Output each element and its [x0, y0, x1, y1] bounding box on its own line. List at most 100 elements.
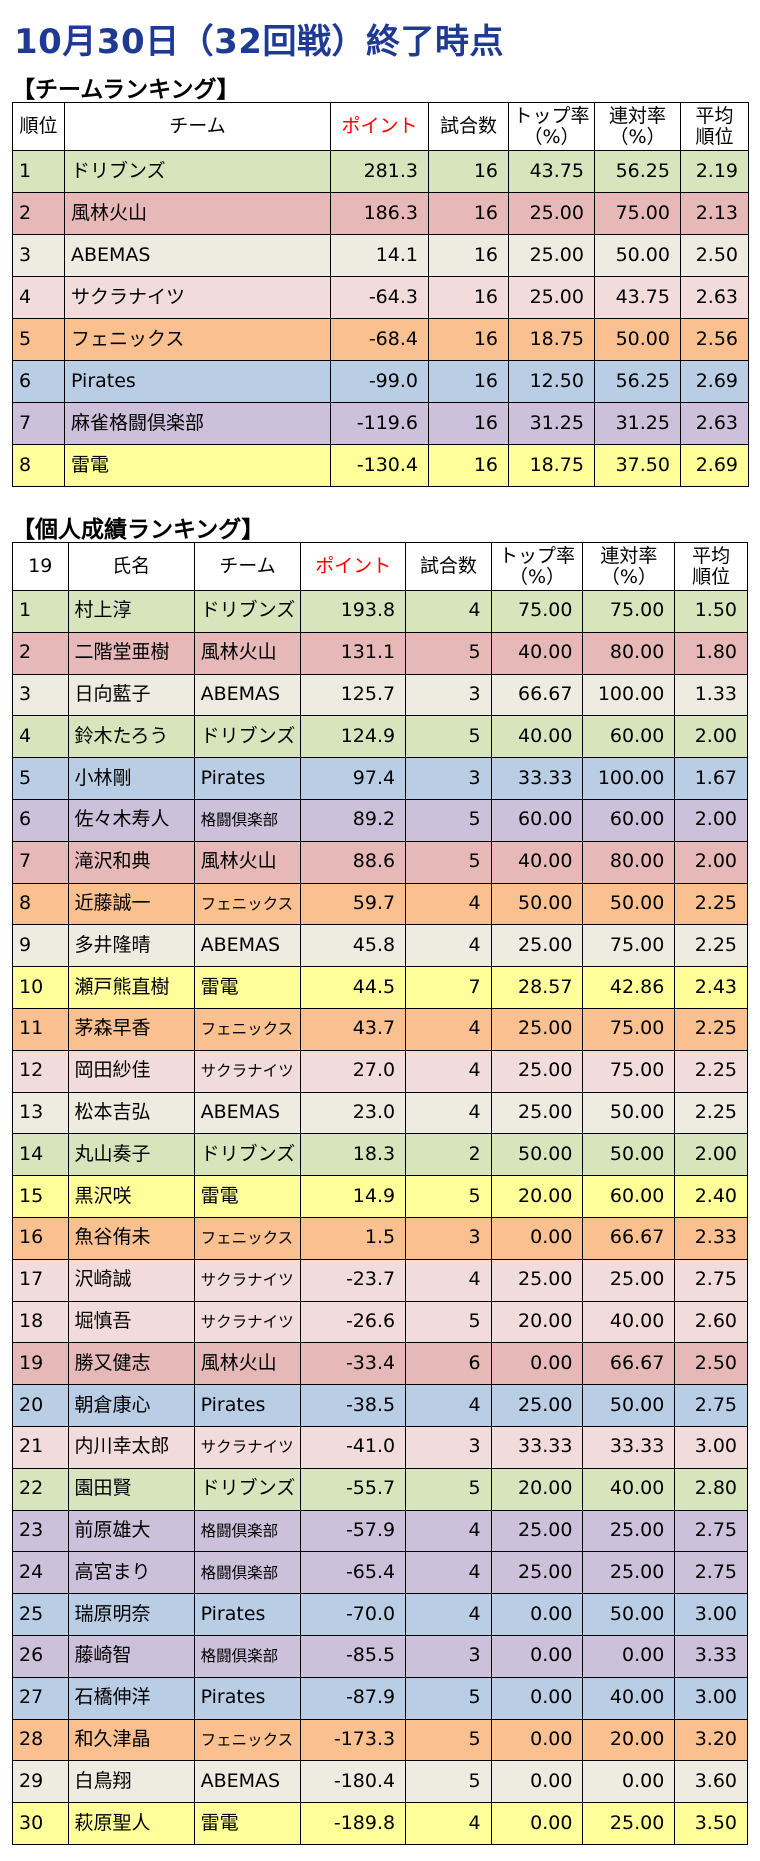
- player-row: 15 黒沢咲 雷電 14.9 5 20.00 60.00 2.40: [12, 1175, 748, 1218]
- avg-rank-cell: 2.25: [674, 1007, 748, 1051]
- games-cell: 4: [405, 1509, 492, 1553]
- player-name-cell: 瀬戸熊直樹: [67, 966, 195, 1009]
- team-name-cell: ドリブンズ: [64, 150, 331, 193]
- top-rate-cell: 25.00: [508, 234, 595, 277]
- player-row: 19 勝又健志 風林火山 -33.4 6 0.00 66.67 2.50: [12, 1342, 748, 1386]
- player-row: 12 岡田紗佳 サクラナイツ 27.0 4 25.00 75.00 2.25: [12, 1049, 748, 1093]
- player-row: 16 魚谷侑未 フェニックス 1.5 3 0.00 66.67 2.33: [12, 1216, 748, 1260]
- games-cell: 7: [405, 966, 492, 1009]
- team-name-cell: 風林火山: [193, 840, 302, 884]
- points-cell: -87.9: [300, 1676, 407, 1720]
- player-row: 25 瑞原明奈 Pirates -70.0 4 0.00 50.00 3.00: [12, 1593, 748, 1636]
- team-name-cell: ABEMAS: [193, 673, 302, 717]
- rentai-rate-cell: 60.00: [582, 1175, 676, 1218]
- games-cell: 6: [405, 1342, 492, 1386]
- games-cell: 5: [405, 840, 492, 884]
- rentai-rate-cell: 50.00: [594, 318, 681, 361]
- top-rate-cell: 40.00: [490, 631, 584, 675]
- player-row: 9 多井隆晴 ABEMAS 45.8 4 25.00 75.00 2.25: [12, 924, 748, 968]
- avg-rank-cell: 2.25: [674, 1091, 748, 1135]
- team-section-heading: 【チームランキング】: [12, 77, 240, 103]
- top-rate-cell: 20.00: [490, 1175, 584, 1218]
- player-row: 14 丸山奏子 ドリブンズ 18.3 2 50.00 50.00 2.00: [12, 1133, 748, 1177]
- rentai-rate-cell: 80.00: [582, 631, 676, 675]
- top-rate-cell: 25.00: [490, 924, 584, 968]
- team-name-cell: 風林火山: [64, 192, 331, 235]
- points-cell: -85.5: [300, 1634, 407, 1678]
- player-row: 20 朝倉康心 Pirates -38.5 4 25.00 50.00 2.75: [12, 1384, 748, 1427]
- player-row: 30 萩原聖人 雷電 -189.8 4 0.00 25.00 3.50: [12, 1802, 748, 1845]
- rank-cell: 3: [12, 234, 65, 277]
- player-row: 6 佐々木寿人 格闘倶楽部 89.2 5 60.00 60.00 2.00: [12, 798, 748, 842]
- avg-rank-cell: 3.50: [674, 1802, 748, 1845]
- rentai-rate-cell: 75.00: [582, 590, 676, 633]
- player-name-cell: 鈴木たろう: [67, 715, 195, 759]
- rentai-rate-cell: 31.25: [594, 402, 681, 445]
- rentai-rate-cell: 75.00: [594, 192, 681, 235]
- avg-rank-cell: 2.43: [674, 966, 748, 1009]
- rentai-rate-cell: 100.00: [582, 673, 676, 717]
- header-points: ポイント: [330, 102, 429, 151]
- avg-rank-cell: 3.00: [674, 1676, 748, 1720]
- points-cell: -57.9: [300, 1509, 407, 1553]
- rentai-rate-cell: 50.00: [582, 1133, 676, 1177]
- player-name-cell: 萩原聖人: [67, 1802, 195, 1845]
- header-name: 氏名: [67, 542, 195, 591]
- individual-ranking-table: 19 氏名 チーム ポイント 試合数 トップ率 （%） 連対率 （%） 平均 順位 1…: [12, 542, 748, 1845]
- rank-cell: 4: [12, 715, 69, 759]
- avg-rank-cell: 2.60: [674, 1300, 748, 1344]
- games-cell: 5: [405, 1676, 492, 1720]
- top-rate-cell: 40.00: [490, 840, 584, 884]
- rank-cell: 3: [12, 673, 69, 717]
- team-name-cell: フェニックス: [193, 882, 302, 926]
- top-rate-cell: 25.00: [490, 1551, 584, 1595]
- games-cell: 4: [405, 1551, 492, 1595]
- team-name-cell: 風林火山: [193, 1342, 302, 1386]
- games-cell: 16: [428, 318, 509, 361]
- player-name-cell: 茅森早香: [67, 1007, 195, 1051]
- team-name-cell: サクラナイツ: [193, 1258, 302, 1302]
- player-name-cell: 堀慎吾: [67, 1300, 195, 1344]
- rentai-rate-cell: 75.00: [582, 924, 676, 968]
- rentai-rate-cell: 80.00: [582, 840, 676, 884]
- top-rate-cell: 25.00: [490, 1049, 584, 1093]
- top-rate-cell: 28.57: [490, 966, 584, 1009]
- rentai-rate-cell: 50.00: [594, 234, 681, 277]
- points-cell: -130.4: [330, 444, 429, 487]
- header-team: チーム: [193, 542, 302, 591]
- top-rate-cell: 25.00: [490, 1091, 584, 1135]
- player-row: 13 松本吉弘 ABEMAS 23.0 4 25.00 50.00 2.25: [12, 1091, 748, 1135]
- rentai-rate-cell: 75.00: [582, 1007, 676, 1051]
- points-cell: 89.2: [300, 798, 407, 842]
- top-rate-cell: 33.33: [490, 1425, 584, 1469]
- rentai-rate-cell: 0.00: [582, 1634, 676, 1678]
- games-cell: 16: [428, 276, 509, 319]
- player-name-cell: 佐々木寿人: [67, 798, 195, 842]
- team-header-row: 順位 チーム ポイント 試合数 トップ率 （%） 連対率 （%） 平均 順位: [12, 102, 749, 151]
- team-name-cell: 風林火山: [193, 631, 302, 675]
- points-cell: -99.0: [330, 360, 429, 403]
- player-name-cell: 小林剛: [67, 757, 195, 800]
- top-rate-cell: 31.25: [508, 402, 595, 445]
- player-name-cell: 藤崎智: [67, 1634, 195, 1678]
- avg-rank-cell: 3.00: [674, 1425, 748, 1469]
- team-name-cell: ドリブンズ: [193, 1133, 302, 1177]
- team-row: 3 ABEMAS 14.1 16 25.00 50.00 2.50: [12, 234, 749, 277]
- avg-rank-cell: 2.00: [674, 1133, 748, 1177]
- points-cell: -33.4: [300, 1342, 407, 1386]
- points-cell: -70.0: [300, 1593, 407, 1636]
- avg-rank-cell: 2.00: [674, 798, 748, 842]
- rentai-rate-cell: 20.00: [582, 1718, 676, 1762]
- rank-cell: 7: [12, 840, 69, 884]
- player-row: 5 小林剛 Pirates 97.4 3 33.33 100.00 1.67: [12, 757, 748, 800]
- team-name-cell: 雷電: [64, 444, 331, 487]
- rank-cell: 29: [12, 1760, 69, 1804]
- player-name-cell: 勝又健志: [67, 1342, 195, 1386]
- player-name-cell: 村上淳: [67, 590, 195, 633]
- rank-cell: 5: [12, 757, 69, 800]
- rank-cell: 12: [12, 1049, 69, 1093]
- team-name-cell: フェニックス: [193, 1007, 302, 1051]
- rentai-rate-cell: 75.00: [582, 1049, 676, 1093]
- rank-cell: 16: [12, 1216, 69, 1260]
- player-row: 21 内川幸太郎 サクラナイツ -41.0 3 33.33 33.33 3.00: [12, 1425, 748, 1469]
